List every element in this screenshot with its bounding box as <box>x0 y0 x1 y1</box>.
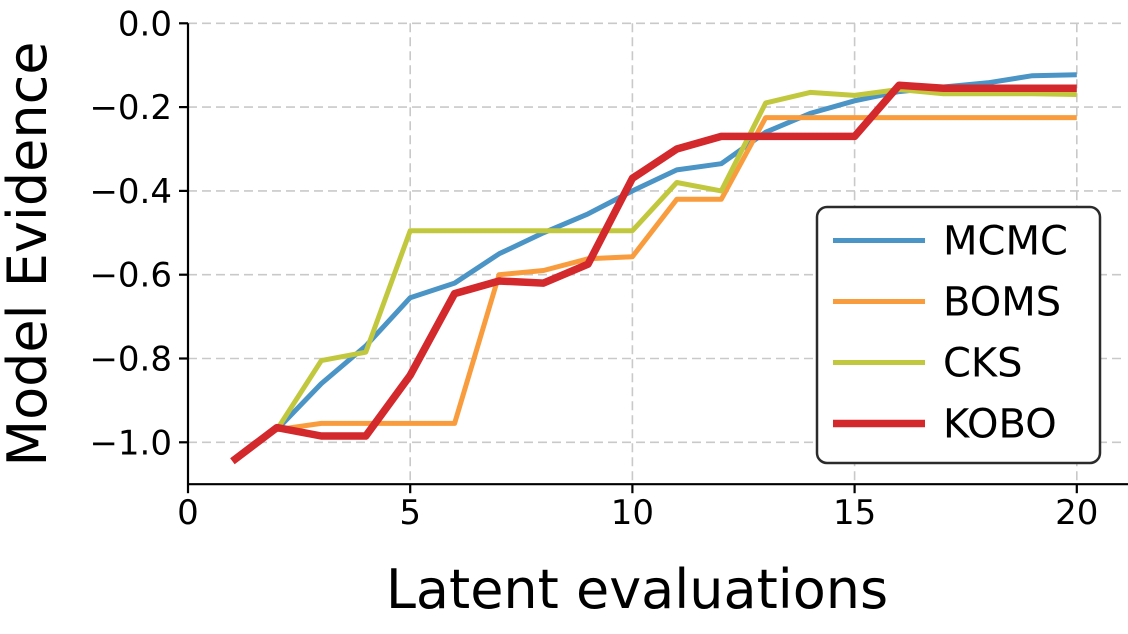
series-line-kobo <box>230 81 1077 465</box>
axes <box>179 22 1128 494</box>
y-tick-label: 0.0 <box>118 4 172 44</box>
x-tick-label: 0 <box>177 493 199 533</box>
y-tick-label: −0.8 <box>89 340 172 380</box>
x-tick-label: 5 <box>399 493 421 533</box>
series-line-cks <box>274 87 1077 432</box>
legend-box <box>815 205 1102 465</box>
x-tick-label: 20 <box>1055 493 1098 533</box>
legend-label-mcmc: MCMC <box>943 219 1068 265</box>
x-tick-label: 10 <box>611 493 654 533</box>
legend-label-kobo: KOBO <box>943 402 1057 448</box>
y-tick-label: −1.0 <box>89 423 172 463</box>
series-lines <box>230 72 1077 465</box>
series-line-boms <box>276 115 1077 433</box>
tick-labels: 0.0 −0.2 −0.4 −0.6 −0.8 −1.00 5 10 15 20 <box>89 4 1098 533</box>
y-tick-label: −0.4 <box>89 172 172 212</box>
x-axis-label: Latent evaluations <box>386 558 888 621</box>
legend-label-cks: CKS <box>943 341 1023 387</box>
y-axis-label: Model Evidence <box>0 41 59 466</box>
legend: MCMC BOMS CKS KOBO <box>815 205 1102 465</box>
y-tick-label: −0.6 <box>89 256 172 296</box>
y-tick-label: −0.2 <box>89 88 172 128</box>
legend-label-boms: BOMS <box>943 280 1061 326</box>
x-tick-label: 15 <box>833 493 876 533</box>
